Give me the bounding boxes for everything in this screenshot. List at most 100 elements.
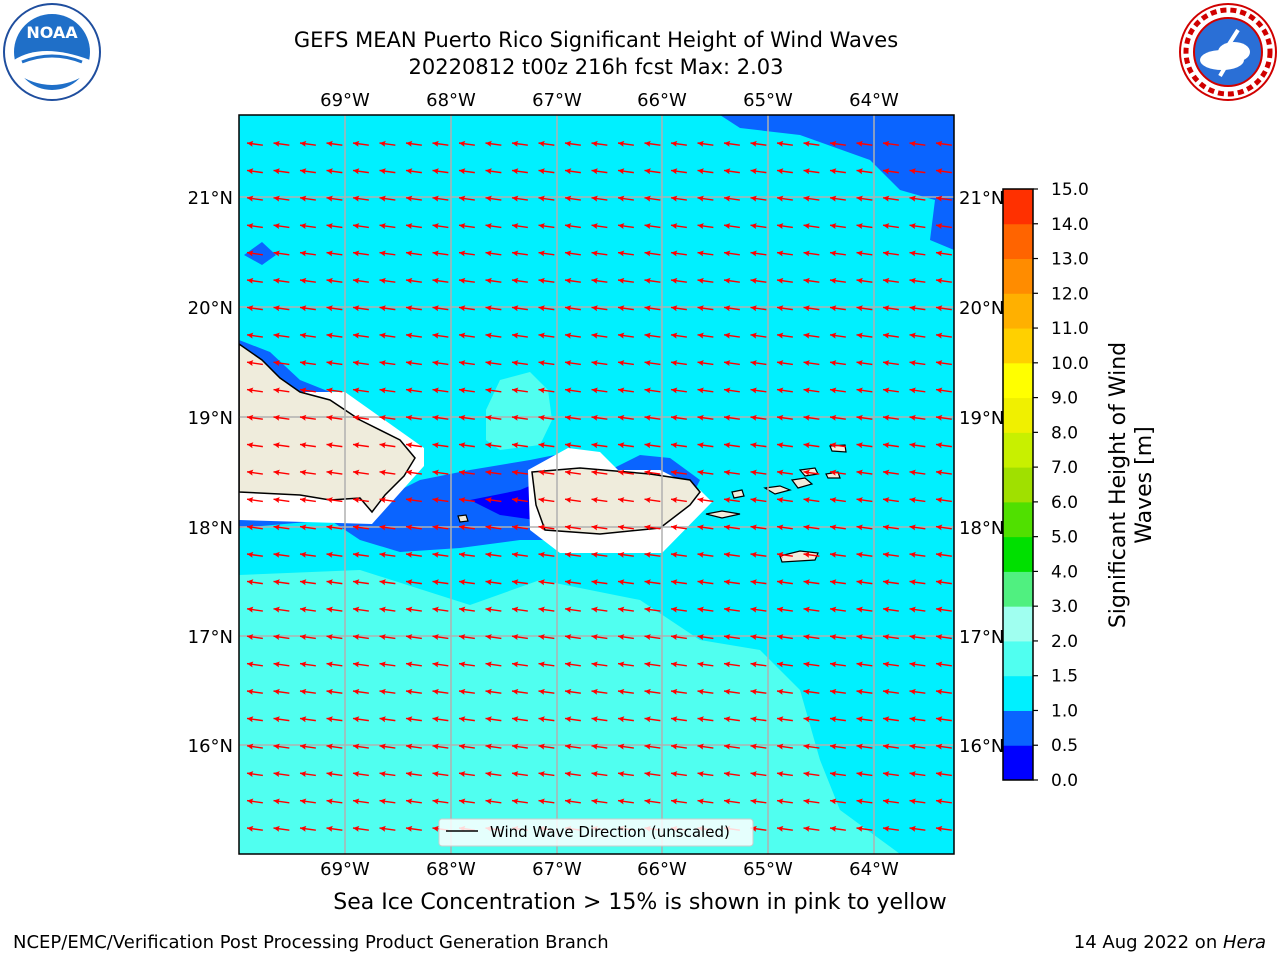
wave-direction-arrow (246, 606, 263, 613)
wave-direction-arrow (405, 140, 422, 147)
wave-direction-arrow (935, 305, 952, 312)
wave-direction-arrow (379, 360, 396, 367)
wave-direction-arrow (379, 387, 396, 394)
wave-direction-arrow (856, 579, 873, 586)
wave-direction-arrow (538, 195, 555, 202)
wave-direction-arrow (750, 414, 767, 421)
wave-direction-arrow (829, 579, 846, 586)
wave-direction-arrow (432, 195, 449, 202)
wave-direction-arrow (935, 634, 952, 641)
wave-direction-arrow (803, 743, 820, 750)
lat-label: 18°N (959, 518, 1004, 539)
wave-direction-arrow (485, 661, 502, 668)
wave-direction-arrow (352, 442, 369, 449)
colorbar-label: Significant Height of WindWaves [m] (1106, 342, 1157, 628)
wave-direction-arrow (432, 497, 449, 504)
wave-direction-arrow (882, 387, 899, 394)
wave-direction-arrow (538, 305, 555, 312)
wave-direction-arrow (829, 469, 846, 476)
wave-direction-arrow (405, 469, 422, 476)
wave-direction-arrow (776, 634, 793, 641)
wave-direction-arrow (591, 661, 608, 668)
wave-direction-arrow (882, 250, 899, 257)
wave-direction-arrow (273, 551, 290, 558)
wave-direction-arrow (909, 223, 926, 230)
wave-direction-arrow (564, 579, 581, 586)
wave-direction-arrow (564, 524, 581, 531)
wave-direction-arrow (644, 168, 661, 175)
wave-direction-arrow (856, 305, 873, 312)
wave-direction-arrow (856, 442, 873, 449)
colorbar-tick-label: 5.0 (1051, 528, 1078, 548)
wave-direction-arrow (935, 743, 952, 750)
wave-direction-arrow (405, 277, 422, 284)
wave-direction-arrow (485, 305, 502, 312)
wave-direction-arrow (379, 716, 396, 723)
hispaniola-landmass (239, 343, 416, 514)
wave-direction-arrow (644, 387, 661, 394)
colorbar-tick-label: 8.0 (1051, 423, 1078, 443)
wave-direction-arrow (723, 743, 740, 750)
wave-direction-arrow (458, 551, 475, 558)
credit-text: NCEP/EMC/Verification Post Processing Pr… (13, 932, 609, 953)
wave-direction-arrow (405, 305, 422, 312)
wave-direction-arrow (935, 168, 952, 175)
wave-direction-arrow (909, 524, 926, 531)
wave-direction-arrow (935, 387, 952, 394)
wave-direction-arrow (299, 168, 316, 175)
wave-direction-arrow (326, 250, 343, 257)
wave-direction-arrow (352, 387, 369, 394)
wave-direction-arrow (352, 250, 369, 257)
wave-direction-arrow (326, 497, 343, 504)
lat-label: 18°N (188, 518, 233, 539)
wave-direction-arrow (246, 442, 263, 449)
wave-direction-arrow (511, 743, 528, 750)
wave-direction-arrow (379, 469, 396, 476)
wave-direction-arrow (617, 195, 634, 202)
wave-direction-arrow (326, 798, 343, 805)
wave-direction-arrow (723, 497, 740, 504)
wave-direction-arrow (564, 661, 581, 668)
wave-direction-arrow (326, 606, 343, 613)
wave-direction-arrow (485, 277, 502, 284)
wave-direction-arrow (856, 825, 873, 832)
colorbar-tick-label: 1.5 (1051, 667, 1078, 687)
wave-direction-arrow (485, 140, 502, 147)
wave-direction-arrow (617, 360, 634, 367)
wave-direction-arrow (644, 277, 661, 284)
wave-direction-arrow (750, 661, 767, 668)
wave-direction-arrow (723, 332, 740, 339)
wave-direction-arrow (697, 771, 714, 778)
colorbar-label-line1: Significant Height of Wind (1106, 342, 1131, 628)
wave-direction-arrow (829, 524, 846, 531)
wave-direction-arrow (591, 442, 608, 449)
wave-direction-arrow (617, 250, 634, 257)
wave-direction-arrow (617, 497, 634, 504)
wave-direction-arrow (538, 168, 555, 175)
wave-direction-arrow (458, 743, 475, 750)
wave-direction-arrow (856, 771, 873, 778)
wave-direction-arrow (405, 497, 422, 504)
wave-direction-arrow (405, 716, 422, 723)
wave-direction-arrow (617, 606, 634, 613)
wave-direction-arrow (882, 277, 899, 284)
colorbar-segment (1003, 640, 1033, 677)
wave-direction-arrow (538, 743, 555, 750)
wave-direction-arrow (882, 825, 899, 832)
wave-direction-arrow (776, 195, 793, 202)
wave-direction-arrow (670, 634, 687, 641)
wave-direction-arrow (803, 387, 820, 394)
wave-direction-arrow (909, 551, 926, 558)
colorbar-segment (1003, 675, 1033, 711)
wave-direction-arrow (511, 716, 528, 723)
lon-label: 69°W (320, 859, 370, 880)
wave-direction-arrow (246, 223, 263, 230)
wave-direction-arrow (697, 798, 714, 805)
wave-direction-arrow (246, 387, 263, 394)
wave-direction-arrow (299, 743, 316, 750)
wave-direction-arrow (485, 634, 502, 641)
wave-direction-arrow (723, 442, 740, 449)
wave-direction-arrow (803, 168, 820, 175)
wave-direction-arrow (750, 634, 767, 641)
wave-direction-arrow (776, 771, 793, 778)
